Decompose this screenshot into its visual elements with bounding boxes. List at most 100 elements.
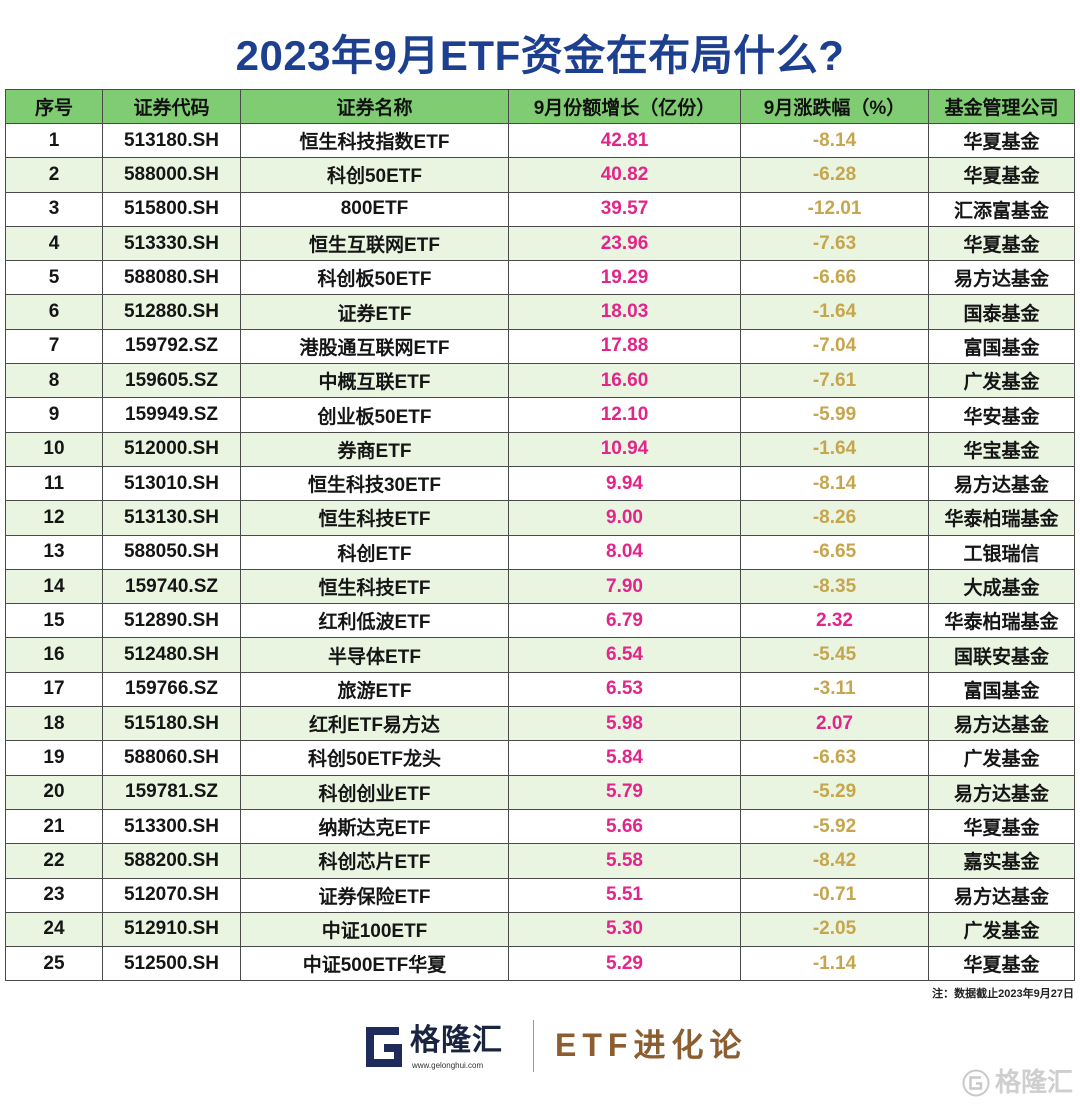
share-growth-cell: 9.94 — [509, 466, 741, 502]
code-cell: 512070.SH — [103, 878, 241, 913]
code-cell: 512000.SH — [103, 432, 241, 467]
share-growth-cell: 8.04 — [509, 535, 741, 570]
share-growth-cell: 6.53 — [509, 672, 741, 708]
header-manager: 基金管理公司 — [929, 90, 1075, 124]
share-growth-cell: 10.94 — [509, 432, 741, 467]
manager-cell: 华安基金 — [929, 398, 1075, 433]
manager-cell: 广发基金 — [929, 741, 1075, 776]
share-growth-cell: 23.96 — [509, 226, 741, 262]
table-row: 15 512890.SH 红利低波ETF 6.79 2.32 华泰柏瑞基金 — [6, 604, 1075, 639]
rank-cell: 15 — [6, 604, 103, 639]
header-pct-change: 9月涨跌幅（%） — [741, 90, 929, 124]
code-cell: 515180.SH — [103, 707, 241, 742]
pct-change-cell: -6.28 — [741, 158, 929, 193]
pct-change-cell: -2.05 — [741, 912, 929, 948]
table-row: 3 515800.SH 800ETF 39.57 -12.01 汇添富基金 — [6, 192, 1075, 227]
rank-cell: 8 — [6, 364, 103, 399]
name-cell: 科创创业ETF — [241, 775, 509, 810]
code-cell: 588080.SH — [103, 261, 241, 296]
rank-cell: 21 — [6, 809, 103, 845]
rank-cell: 18 — [6, 707, 103, 742]
pct-change-cell: -1.64 — [741, 295, 929, 330]
manager-cell: 国联安基金 — [929, 638, 1075, 673]
name-cell: 创业板50ETF — [241, 398, 509, 433]
manager-cell: 易方达基金 — [929, 775, 1075, 810]
share-growth-cell: 19.29 — [509, 261, 741, 296]
manager-cell: 嘉实基金 — [929, 844, 1075, 879]
pct-change-cell: -12.01 — [741, 192, 929, 227]
pct-change-cell: -8.14 — [741, 466, 929, 502]
pct-change-cell: -6.63 — [741, 741, 929, 776]
pct-change-cell: -5.92 — [741, 809, 929, 845]
header-rank: 序号 — [6, 90, 103, 124]
table-row: 2 588000.SH 科创50ETF 40.82 -6.28 华夏基金 — [6, 158, 1075, 193]
share-growth-cell: 5.29 — [509, 947, 741, 982]
manager-cell: 华泰柏瑞基金 — [929, 604, 1075, 639]
pct-change-cell: -6.65 — [741, 535, 929, 570]
pct-change-cell: -6.66 — [741, 261, 929, 296]
manager-cell: 华夏基金 — [929, 809, 1075, 845]
code-cell: 513010.SH — [103, 466, 241, 502]
rank-cell: 4 — [6, 226, 103, 262]
table-header-row: 序号 证券代码 证券名称 9月份额增长（亿份） 9月涨跌幅（%） 基金管理公司 — [6, 90, 1075, 124]
share-growth-cell: 6.79 — [509, 604, 741, 639]
pct-change-cell: -7.63 — [741, 226, 929, 262]
manager-cell: 华宝基金 — [929, 432, 1075, 467]
rank-cell: 1 — [6, 124, 103, 159]
share-growth-cell: 7.90 — [509, 569, 741, 605]
name-cell: 纳斯达克ETF — [241, 809, 509, 845]
table-row: 19 588060.SH 科创50ETF龙头 5.84 -6.63 广发基金 — [6, 741, 1075, 776]
rank-cell: 14 — [6, 569, 103, 605]
pct-change-cell: -8.14 — [741, 124, 929, 159]
name-cell: 半导体ETF — [241, 638, 509, 673]
name-cell: 恒生科技ETF — [241, 569, 509, 605]
name-cell: 红利低波ETF — [241, 604, 509, 639]
g-logo-icon — [366, 1027, 402, 1067]
name-cell: 恒生科技30ETF — [241, 466, 509, 502]
manager-cell: 富国基金 — [929, 329, 1075, 365]
column-name: ETF进化论 — [555, 1027, 748, 1063]
name-cell: 券商ETF — [241, 432, 509, 467]
pct-change-cell: -5.29 — [741, 775, 929, 810]
rank-cell: 11 — [6, 466, 103, 502]
code-cell: 588000.SH — [103, 158, 241, 193]
table-row: 20 159781.SZ 科创创业ETF 5.79 -5.29 易方达基金 — [6, 775, 1075, 810]
brand-name: 格隆汇 — [410, 1024, 503, 1057]
share-growth-cell: 6.54 — [509, 638, 741, 673]
code-cell: 515800.SH — [103, 192, 241, 227]
table-row: 10 512000.SH 券商ETF 10.94 -1.64 华宝基金 — [6, 432, 1075, 467]
pct-change-cell: -5.99 — [741, 398, 929, 433]
name-cell: 科创50ETF — [241, 158, 509, 193]
code-cell: 159605.SZ — [103, 364, 241, 399]
name-cell: 中证100ETF — [241, 912, 509, 948]
pct-change-cell: -8.35 — [741, 569, 929, 605]
name-cell: 800ETF — [241, 192, 509, 227]
code-cell: 159792.SZ — [103, 329, 241, 365]
code-cell: 512500.SH — [103, 947, 241, 982]
code-cell: 159766.SZ — [103, 672, 241, 708]
g-circle-icon — [962, 1069, 990, 1097]
manager-cell: 华夏基金 — [929, 124, 1075, 159]
rank-cell: 3 — [6, 192, 103, 227]
rank-cell: 24 — [6, 912, 103, 948]
share-growth-cell: 40.82 — [509, 158, 741, 193]
share-growth-cell: 5.30 — [509, 912, 741, 948]
name-cell: 中概互联ETF — [241, 364, 509, 399]
rank-cell: 19 — [6, 741, 103, 776]
manager-cell: 广发基金 — [929, 912, 1075, 948]
pct-change-cell: 2.32 — [741, 604, 929, 639]
code-cell: 513300.SH — [103, 809, 241, 845]
rank-cell: 22 — [6, 844, 103, 879]
name-cell: 证券ETF — [241, 295, 509, 330]
pct-change-cell: -8.26 — [741, 501, 929, 536]
table-row: 16 512480.SH 半导体ETF 6.54 -5.45 国联安基金 — [6, 638, 1075, 673]
rank-cell: 13 — [6, 535, 103, 570]
table-row: 1 513180.SH 恒生科技指数ETF 42.81 -8.14 华夏基金 — [6, 124, 1075, 159]
table-row: 25 512500.SH 中证500ETF华夏 5.29 -1.14 华夏基金 — [6, 947, 1075, 982]
rank-cell: 5 — [6, 261, 103, 296]
code-cell: 512910.SH — [103, 912, 241, 948]
header-name: 证券名称 — [241, 90, 509, 124]
manager-cell: 华夏基金 — [929, 158, 1075, 193]
table-row: 17 159766.SZ 旅游ETF 6.53 -3.11 富国基金 — [6, 672, 1075, 708]
name-cell: 证券保险ETF — [241, 878, 509, 913]
